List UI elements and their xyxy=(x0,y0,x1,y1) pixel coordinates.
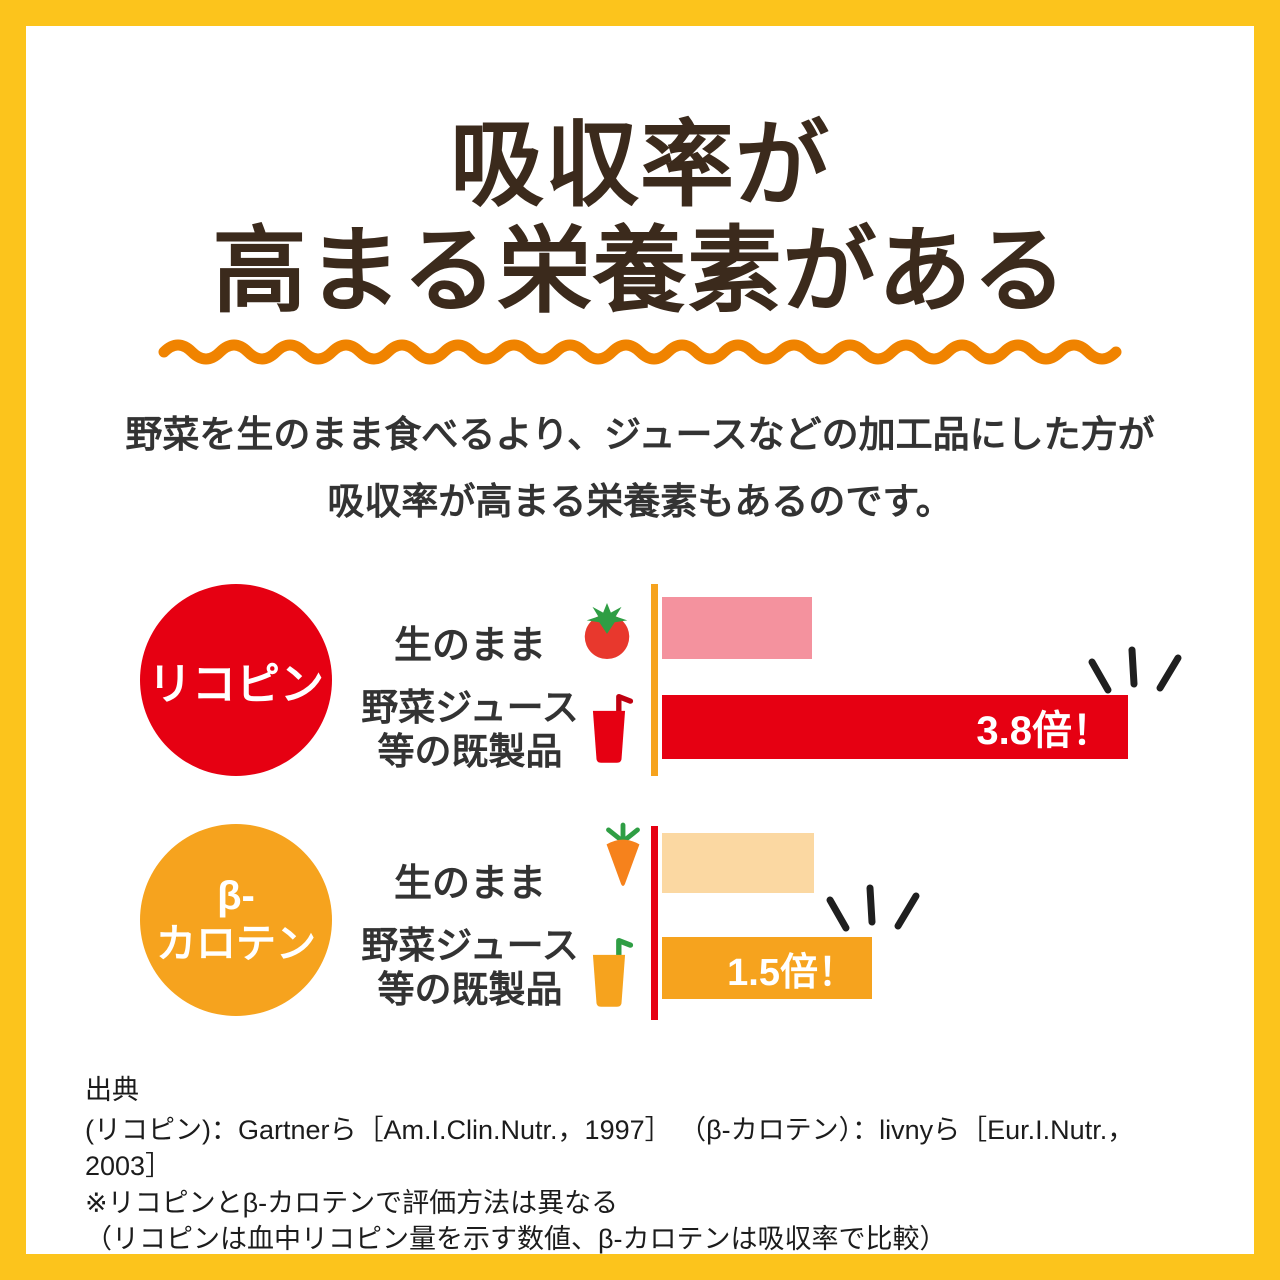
beta-carotene-juice-bar: 1.5倍！ xyxy=(662,937,872,999)
page-title: 吸収率が 高まる栄養素がある xyxy=(0,112,1280,324)
source-citation: (リコピン)：Gartnerら［Am.I.Clin.Nutr.，1997］ （β… xyxy=(85,1115,1135,1182)
juice-glass-orange-icon xyxy=(592,937,634,1007)
juice-glass-red-icon xyxy=(592,693,634,763)
source-note-1: ※リコピンとβ-カロテンで評価方法は異なる xyxy=(85,1187,619,1218)
title-line-2: 高まる栄養素がある xyxy=(212,218,1068,324)
beta-carotene-badge: β- カロテン xyxy=(140,824,332,1016)
lycopene-badge-label: リコピン xyxy=(148,660,324,709)
beta-carotene-juice-label: 野菜ジュース 等の既製品 xyxy=(361,925,579,1010)
lycopene-value-label: 3.8倍！ xyxy=(976,709,1112,753)
intro-line-1: 野菜を生のまま食べるより、ジュースなどの加工品にした方が xyxy=(125,414,1155,455)
lycopene-juice-label: 野菜ジュース 等の既製品 xyxy=(361,687,579,772)
source-heading: 出典 xyxy=(85,1075,139,1105)
carrot-icon xyxy=(606,822,640,886)
wavy-divider xyxy=(158,339,1122,365)
title-line-1: 吸収率が xyxy=(449,112,830,217)
beta-carotene-badge-label: β- xyxy=(217,874,255,918)
source-note: 出典 (リコピン)：Gartnerら［Am.I.Clin.Nutr.，1997］… xyxy=(85,1072,1205,1257)
tomato-icon xyxy=(584,602,630,660)
intro-text: 野菜を生のまま食べるより、ジュースなどの加工品にした方が 吸収率が高まる栄養素も… xyxy=(0,402,1280,535)
beta-carotene-axis-line xyxy=(651,826,658,1020)
intro-line-2: 吸収率が高まる栄養素もあるのです。 xyxy=(327,480,953,522)
emphasis-marks-icon xyxy=(1088,646,1182,694)
lycopene-raw-label: 生のまま xyxy=(393,625,546,667)
lycopene-raw-bar xyxy=(662,597,812,659)
beta-carotene-value-label: 1.5倍！ xyxy=(727,951,856,994)
beta-carotene-raw-label: 生のまま xyxy=(393,863,546,905)
emphasis-marks-icon xyxy=(826,884,920,932)
beta-carotene-raw-bar xyxy=(662,833,814,893)
lycopene-juice-bar: 3.8倍！ xyxy=(662,695,1128,759)
source-note-2: （リコピンは血中リコピン量を示す数値、β-カロテンは吸収率で比較） xyxy=(85,1223,947,1254)
lycopene-badge: リコピン xyxy=(140,584,332,776)
lycopene-axis-line xyxy=(651,584,658,776)
